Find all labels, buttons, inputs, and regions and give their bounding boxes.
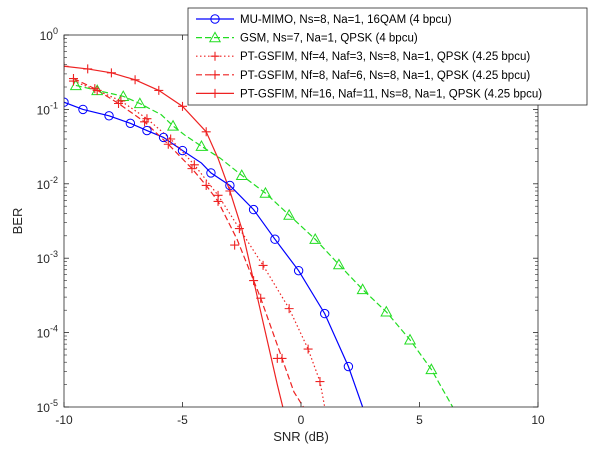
data-point [403, 333, 417, 345]
data-point [380, 305, 393, 317]
data-point [320, 308, 330, 319]
data-point [106, 68, 116, 78]
legend-marker [210, 51, 220, 61]
data-point [158, 132, 169, 143]
data-point [166, 134, 176, 144]
data-point [92, 85, 102, 95]
legend-marker [208, 31, 222, 43]
plot-layer [64, 61, 454, 407]
series-line-5 [64, 65, 299, 407]
data-point [258, 260, 268, 270]
legend: MU-MIMO, Ns=8, Na=1, 16QAM (4 bpcu) GSM, … [187, 7, 588, 106]
data-point [315, 377, 325, 387]
data-point [230, 240, 240, 250]
y-tick-label: 100 [40, 26, 58, 43]
data-point [64, 61, 69, 71]
x-tick-label: -10 [55, 413, 73, 427]
data-point [259, 186, 272, 198]
data-point [177, 145, 188, 156]
data-point [142, 125, 152, 136]
data-point [195, 139, 208, 151]
data-point [283, 208, 296, 220]
x-tick-label: 10 [531, 413, 545, 427]
y-tick-label: 10-2 [37, 175, 58, 192]
data-point [303, 344, 313, 354]
legend-marker [210, 70, 220, 80]
data-point [272, 353, 282, 363]
legend-box [187, 7, 588, 106]
data-point [343, 361, 354, 372]
x-tick-label: -5 [177, 413, 188, 427]
data-point [270, 234, 280, 244]
legend-marker [210, 14, 220, 24]
data-point [68, 74, 78, 84]
x-axis-title: SNR (dB) [273, 429, 329, 444]
legend-marker [210, 88, 220, 98]
y-tick-label: 10-5 [37, 398, 58, 415]
y-tick-label: 10-3 [37, 249, 58, 266]
data-point [248, 204, 259, 215]
data-point [187, 164, 197, 174]
data-point [249, 276, 259, 286]
data-point [189, 160, 199, 170]
data-point [90, 84, 100, 94]
legend-label: PT-GSFIM, Nf=4, Naf=3, Ns=8, Na=1, QPSK … [240, 51, 530, 63]
data-point [154, 85, 164, 95]
x-tick-label: 5 [416, 413, 423, 427]
y-tick-label: 10-4 [37, 324, 58, 341]
data-point [309, 232, 322, 244]
series-line-2 [75, 84, 454, 407]
data-point [125, 118, 136, 129]
data-point [235, 169, 248, 180]
data-point [166, 119, 180, 131]
data-point [201, 127, 211, 137]
y-axis-title: BER [10, 208, 25, 235]
data-point [332, 258, 345, 270]
data-point [64, 97, 69, 107]
legend-label: PT-GSFIM, Nf=8, Naf=6, Ns=8, Na=1, QPSK … [240, 70, 530, 82]
data-point [225, 186, 235, 196]
x-tick-label: 0 [298, 413, 305, 427]
data-point [83, 64, 93, 74]
legend-label: PT-GSFIM, Nf=16, Naf=11, Ns=8, Na=1, QPS… [240, 88, 542, 100]
data-point [425, 363, 438, 375]
data-point [213, 196, 223, 206]
data-point [133, 97, 146, 109]
data-point [293, 265, 304, 276]
data-point [140, 117, 150, 127]
series-line-1 [64, 101, 364, 407]
data-point [130, 75, 140, 85]
legend-label: MU-MIMO, Ns=8, Na=1, 16QAM (4 bpcu) [240, 14, 452, 26]
data-point [114, 99, 124, 109]
data-point [356, 283, 369, 295]
data-point [178, 101, 187, 111]
data-point [256, 293, 266, 303]
data-point [284, 304, 294, 314]
y-tick-label: 10-1 [37, 100, 58, 117]
data-point [78, 104, 88, 115]
data-point [104, 111, 114, 121]
series-group [64, 61, 454, 407]
data-point [201, 180, 211, 190]
data-point [206, 168, 216, 178]
series-markers-5 [64, 61, 282, 363]
data-point [163, 139, 173, 149]
data-point [234, 224, 244, 234]
legend-label: GSM, Ns=7, Na=1, QPSK (4 bpcu) [240, 33, 418, 45]
